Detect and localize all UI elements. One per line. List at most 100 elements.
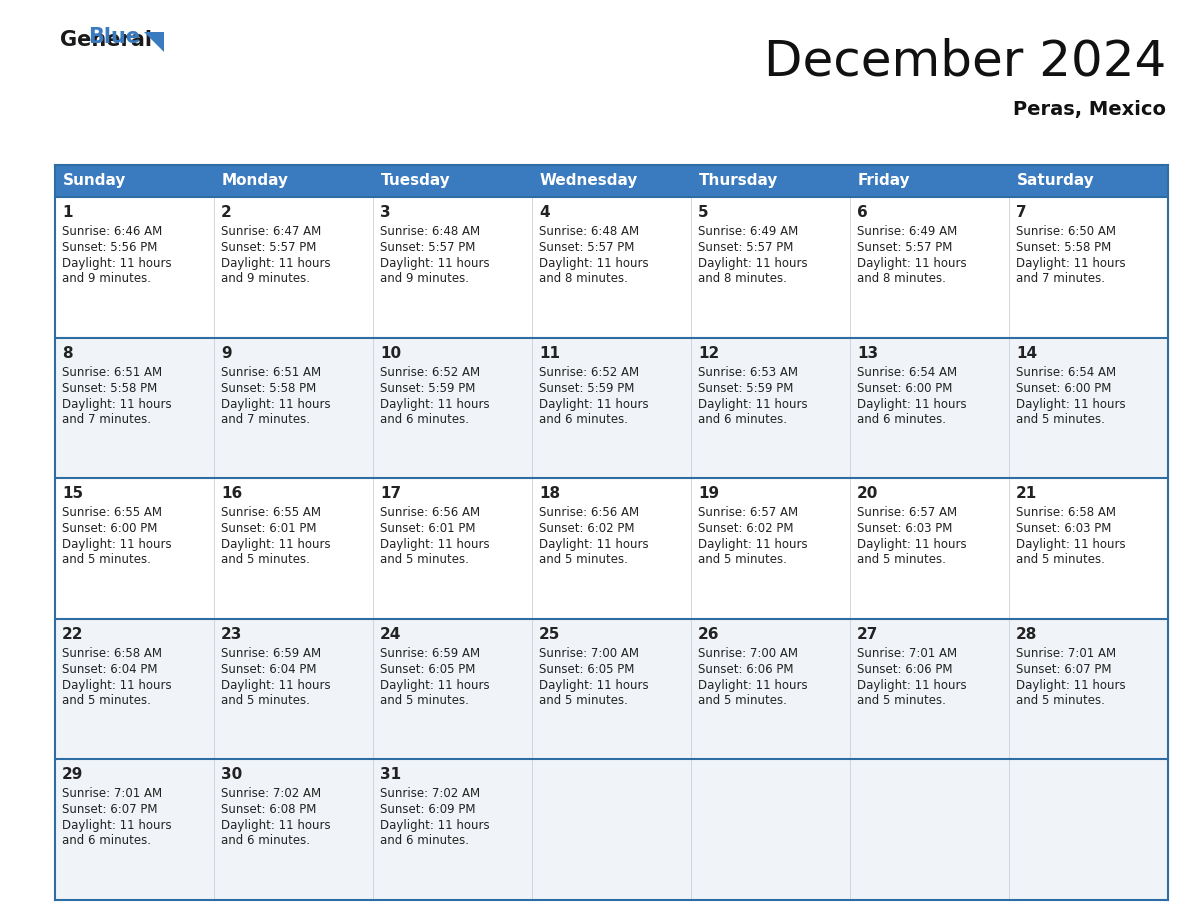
Text: Daylight: 11 hours: Daylight: 11 hours bbox=[1016, 678, 1125, 692]
Text: and 5 minutes.: and 5 minutes. bbox=[539, 554, 628, 566]
Text: Daylight: 11 hours: Daylight: 11 hours bbox=[699, 257, 808, 270]
Text: Sunrise: 6:49 AM: Sunrise: 6:49 AM bbox=[699, 225, 798, 238]
Text: Daylight: 11 hours: Daylight: 11 hours bbox=[699, 538, 808, 551]
Text: Daylight: 11 hours: Daylight: 11 hours bbox=[380, 678, 489, 692]
Text: Daylight: 11 hours: Daylight: 11 hours bbox=[380, 257, 489, 270]
Text: and 6 minutes.: and 6 minutes. bbox=[857, 412, 946, 426]
Text: Sunset: 6:04 PM: Sunset: 6:04 PM bbox=[62, 663, 158, 676]
Text: Sunset: 6:03 PM: Sunset: 6:03 PM bbox=[857, 522, 953, 535]
Text: and 6 minutes.: and 6 minutes. bbox=[380, 412, 469, 426]
Text: 1: 1 bbox=[62, 205, 72, 220]
Text: General: General bbox=[61, 30, 152, 50]
Text: Sunset: 5:57 PM: Sunset: 5:57 PM bbox=[380, 241, 475, 254]
Text: 18: 18 bbox=[539, 487, 560, 501]
Text: Daylight: 11 hours: Daylight: 11 hours bbox=[857, 397, 967, 410]
Text: 15: 15 bbox=[62, 487, 83, 501]
Text: Daylight: 11 hours: Daylight: 11 hours bbox=[539, 538, 649, 551]
Text: Sunrise: 6:52 AM: Sunrise: 6:52 AM bbox=[539, 365, 639, 378]
Text: Sunset: 5:58 PM: Sunset: 5:58 PM bbox=[62, 382, 157, 395]
Text: Sunset: 6:06 PM: Sunset: 6:06 PM bbox=[857, 663, 953, 676]
Text: Daylight: 11 hours: Daylight: 11 hours bbox=[62, 257, 171, 270]
Text: Daylight: 11 hours: Daylight: 11 hours bbox=[221, 397, 330, 410]
Text: Daylight: 11 hours: Daylight: 11 hours bbox=[62, 820, 171, 833]
Bar bbox=[849, 165, 1009, 197]
Text: and 5 minutes.: and 5 minutes. bbox=[857, 554, 946, 566]
Text: Sunrise: 6:59 AM: Sunrise: 6:59 AM bbox=[380, 647, 480, 660]
Text: and 5 minutes.: and 5 minutes. bbox=[221, 694, 310, 707]
Text: 12: 12 bbox=[699, 345, 719, 361]
Text: Daylight: 11 hours: Daylight: 11 hours bbox=[1016, 397, 1125, 410]
Text: Sunrise: 6:55 AM: Sunrise: 6:55 AM bbox=[62, 506, 162, 520]
Text: Daylight: 11 hours: Daylight: 11 hours bbox=[857, 257, 967, 270]
Text: and 7 minutes.: and 7 minutes. bbox=[221, 412, 310, 426]
Text: Sunset: 6:03 PM: Sunset: 6:03 PM bbox=[1016, 522, 1112, 535]
Bar bbox=[1009, 165, 1168, 197]
Text: 9: 9 bbox=[221, 345, 232, 361]
Text: 7: 7 bbox=[1016, 205, 1026, 220]
Text: Sunset: 6:06 PM: Sunset: 6:06 PM bbox=[699, 663, 794, 676]
Text: Sunrise: 6:57 AM: Sunrise: 6:57 AM bbox=[699, 506, 798, 520]
Text: Sunset: 6:01 PM: Sunset: 6:01 PM bbox=[380, 522, 475, 535]
Text: 6: 6 bbox=[857, 205, 867, 220]
Text: Sunrise: 6:59 AM: Sunrise: 6:59 AM bbox=[221, 647, 321, 660]
Text: Daylight: 11 hours: Daylight: 11 hours bbox=[699, 397, 808, 410]
Text: and 5 minutes.: and 5 minutes. bbox=[62, 694, 151, 707]
Text: Sunset: 6:09 PM: Sunset: 6:09 PM bbox=[380, 803, 475, 816]
Text: Daylight: 11 hours: Daylight: 11 hours bbox=[221, 538, 330, 551]
Bar bbox=[373, 165, 532, 197]
Text: 10: 10 bbox=[380, 345, 402, 361]
Text: Sunset: 6:07 PM: Sunset: 6:07 PM bbox=[1016, 663, 1112, 676]
Text: Sunset: 5:59 PM: Sunset: 5:59 PM bbox=[539, 382, 634, 395]
Text: Daylight: 11 hours: Daylight: 11 hours bbox=[221, 820, 330, 833]
Text: and 8 minutes.: and 8 minutes. bbox=[857, 272, 946, 285]
Text: Daylight: 11 hours: Daylight: 11 hours bbox=[699, 678, 808, 692]
Text: and 9 minutes.: and 9 minutes. bbox=[380, 272, 469, 285]
Text: Sunday: Sunday bbox=[63, 174, 126, 188]
Text: 22: 22 bbox=[62, 627, 83, 642]
Text: Sunrise: 6:56 AM: Sunrise: 6:56 AM bbox=[380, 506, 480, 520]
Text: Sunset: 6:08 PM: Sunset: 6:08 PM bbox=[221, 803, 316, 816]
Text: Sunrise: 6:47 AM: Sunrise: 6:47 AM bbox=[221, 225, 321, 238]
Text: 23: 23 bbox=[221, 627, 242, 642]
Text: and 5 minutes.: and 5 minutes. bbox=[699, 554, 786, 566]
Text: Sunrise: 7:00 AM: Sunrise: 7:00 AM bbox=[699, 647, 798, 660]
Text: 17: 17 bbox=[380, 487, 402, 501]
Text: Daylight: 11 hours: Daylight: 11 hours bbox=[1016, 538, 1125, 551]
Text: Daylight: 11 hours: Daylight: 11 hours bbox=[62, 538, 171, 551]
Text: 16: 16 bbox=[221, 487, 242, 501]
Text: Sunset: 6:02 PM: Sunset: 6:02 PM bbox=[699, 522, 794, 535]
Text: and 5 minutes.: and 5 minutes. bbox=[380, 694, 469, 707]
Text: Sunrise: 7:01 AM: Sunrise: 7:01 AM bbox=[62, 788, 162, 800]
Bar bbox=[532, 165, 691, 197]
Text: 25: 25 bbox=[539, 627, 561, 642]
Bar bbox=[55, 197, 1168, 338]
Text: 27: 27 bbox=[857, 627, 878, 642]
Text: Sunset: 5:57 PM: Sunset: 5:57 PM bbox=[221, 241, 316, 254]
Text: Daylight: 11 hours: Daylight: 11 hours bbox=[857, 538, 967, 551]
Text: Blue: Blue bbox=[88, 27, 140, 47]
Text: Daylight: 11 hours: Daylight: 11 hours bbox=[539, 397, 649, 410]
Text: Daylight: 11 hours: Daylight: 11 hours bbox=[221, 257, 330, 270]
Text: Sunrise: 6:52 AM: Sunrise: 6:52 AM bbox=[380, 365, 480, 378]
Text: 5: 5 bbox=[699, 205, 708, 220]
Text: Peras, Mexico: Peras, Mexico bbox=[1013, 100, 1165, 119]
Text: Sunrise: 6:58 AM: Sunrise: 6:58 AM bbox=[1016, 506, 1116, 520]
Bar bbox=[55, 759, 1168, 900]
Text: and 6 minutes.: and 6 minutes. bbox=[380, 834, 469, 847]
Text: Daylight: 11 hours: Daylight: 11 hours bbox=[380, 820, 489, 833]
Text: Wednesday: Wednesday bbox=[541, 174, 638, 188]
Text: and 5 minutes.: and 5 minutes. bbox=[62, 554, 151, 566]
Bar bbox=[55, 619, 1168, 759]
Text: Sunset: 5:56 PM: Sunset: 5:56 PM bbox=[62, 241, 157, 254]
Text: and 5 minutes.: and 5 minutes. bbox=[380, 554, 469, 566]
Text: Sunrise: 6:54 AM: Sunrise: 6:54 AM bbox=[857, 365, 958, 378]
Text: Daylight: 11 hours: Daylight: 11 hours bbox=[221, 678, 330, 692]
Text: Sunset: 6:07 PM: Sunset: 6:07 PM bbox=[62, 803, 158, 816]
Bar bbox=[691, 165, 849, 197]
Text: Sunrise: 6:48 AM: Sunrise: 6:48 AM bbox=[539, 225, 639, 238]
Text: and 5 minutes.: and 5 minutes. bbox=[221, 554, 310, 566]
Text: Sunrise: 6:48 AM: Sunrise: 6:48 AM bbox=[380, 225, 480, 238]
Text: and 5 minutes.: and 5 minutes. bbox=[699, 694, 786, 707]
Text: Sunset: 6:04 PM: Sunset: 6:04 PM bbox=[221, 663, 316, 676]
Bar bbox=[55, 165, 214, 197]
